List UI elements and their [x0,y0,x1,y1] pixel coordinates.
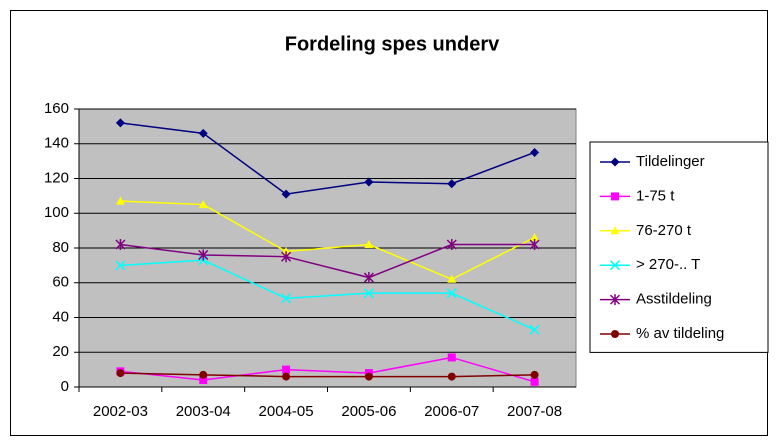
marker [609,260,621,271]
marker [364,177,374,187]
x-tick-label: 2007-08 [507,403,562,420]
marker [281,293,292,304]
marker [447,353,456,362]
y-tick-label: 40 [52,308,69,325]
marker [530,233,540,242]
marker [198,128,208,138]
series-line [120,259,535,331]
x-tick-label: 2002-03 [93,403,148,420]
marker [364,240,374,249]
marker [198,200,208,209]
legend-label: 1-75 t [636,187,675,204]
legend-label: > 270-.. T [636,256,700,273]
marker [610,157,620,167]
series-line [120,122,535,195]
marker [363,288,374,299]
marker [199,376,208,385]
legend-label: Tildelinger [636,153,705,170]
marker [610,226,620,235]
y-tick-label: 20 [52,343,69,360]
marker [611,192,619,201]
y-tick-label: 80 [52,239,69,256]
marker [530,147,540,157]
marker [282,372,291,381]
marker [447,274,457,283]
legend-label: 76-270 t [636,222,692,239]
marker [609,294,621,306]
marker [447,179,457,189]
y-tick-label: 60 [52,274,69,291]
x-tick-label: 2004-05 [259,403,314,420]
chart-title: Fordeling spes underv [285,33,500,55]
marker [446,288,457,299]
series-line [120,356,535,383]
marker [115,239,126,251]
legend-box [589,141,769,353]
marker [198,249,209,261]
marker [116,369,125,378]
marker [363,272,374,284]
marker [611,330,619,338]
marker [281,251,292,263]
x-tick-label: 2003-04 [176,403,231,420]
marker [529,324,540,335]
y-tick-label: 0 [61,378,69,395]
marker [529,239,540,251]
marker [115,118,125,128]
x-tick-label: 2006-07 [424,403,479,420]
series-line [120,372,535,378]
marker [446,239,457,251]
legend-label: Asstildeling [636,291,712,308]
y-tick-label: 140 [44,135,69,152]
marker [530,370,539,379]
legend-label: % av tildeling [636,325,724,342]
x-tick-label: 2005-06 [341,403,396,420]
marker [281,189,291,199]
marker [199,370,208,379]
y-tick-label: 160 [44,100,69,117]
marker [530,377,539,386]
marker [115,196,125,205]
marker [115,260,126,271]
marker [282,365,291,374]
y-tick-label: 100 [44,204,69,221]
series-line [120,243,535,279]
marker [364,372,373,381]
marker [281,246,291,255]
y-tick-label: 120 [44,169,69,186]
series-line [120,200,535,281]
marker [447,372,456,381]
